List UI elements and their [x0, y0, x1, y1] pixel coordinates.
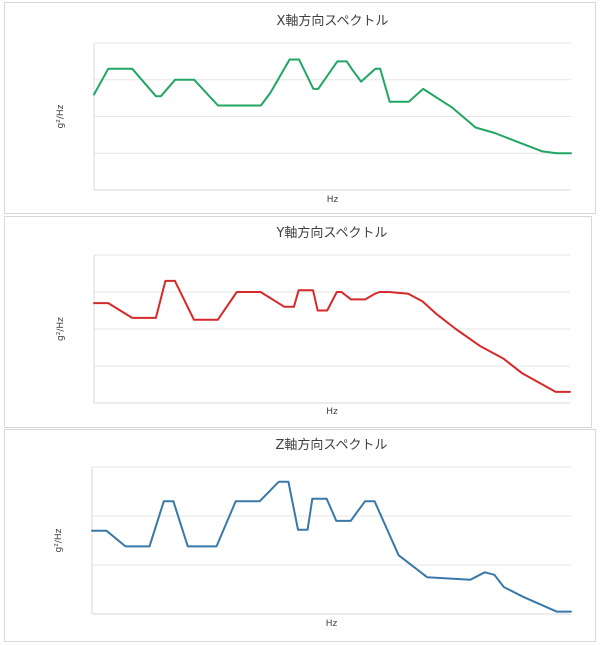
x-axis-label: Hz [326, 619, 338, 629]
series-line-0 [93, 58, 572, 155]
chart-panel-x: X軸方向スペクトル Hz g²/Hz [4, 2, 596, 214]
x-axis-label: Hz [327, 195, 339, 205]
chart-panel-z: Z軸方向スペクトル Hz g²/Hz [4, 429, 596, 642]
chart-panel-y: Y軸方向スペクトル Hz g²/Hz [4, 216, 592, 428]
y-axis-label: g²/Hz [54, 528, 64, 552]
y-axis-label: g²/Hz [56, 104, 66, 128]
chart-y-svg: Y軸方向スペクトル Hz g²/Hz [56, 225, 571, 417]
series-line-0 [91, 480, 572, 613]
chart-x-svg: X軸方向スペクトル Hz g²/Hz [56, 13, 572, 205]
chart-title: Y軸方向スペクトル [275, 225, 387, 241]
series-line-0 [93, 279, 571, 393]
chart-title: Z軸方向スペクトル [276, 437, 388, 453]
x-axis-label: Hz [326, 407, 338, 417]
y-axis-label: g²/Hz [56, 317, 66, 341]
chart-z-svg: Z軸方向スペクトル Hz g²/Hz [54, 437, 572, 629]
chart-title: X軸方向スペクトル [277, 13, 389, 29]
